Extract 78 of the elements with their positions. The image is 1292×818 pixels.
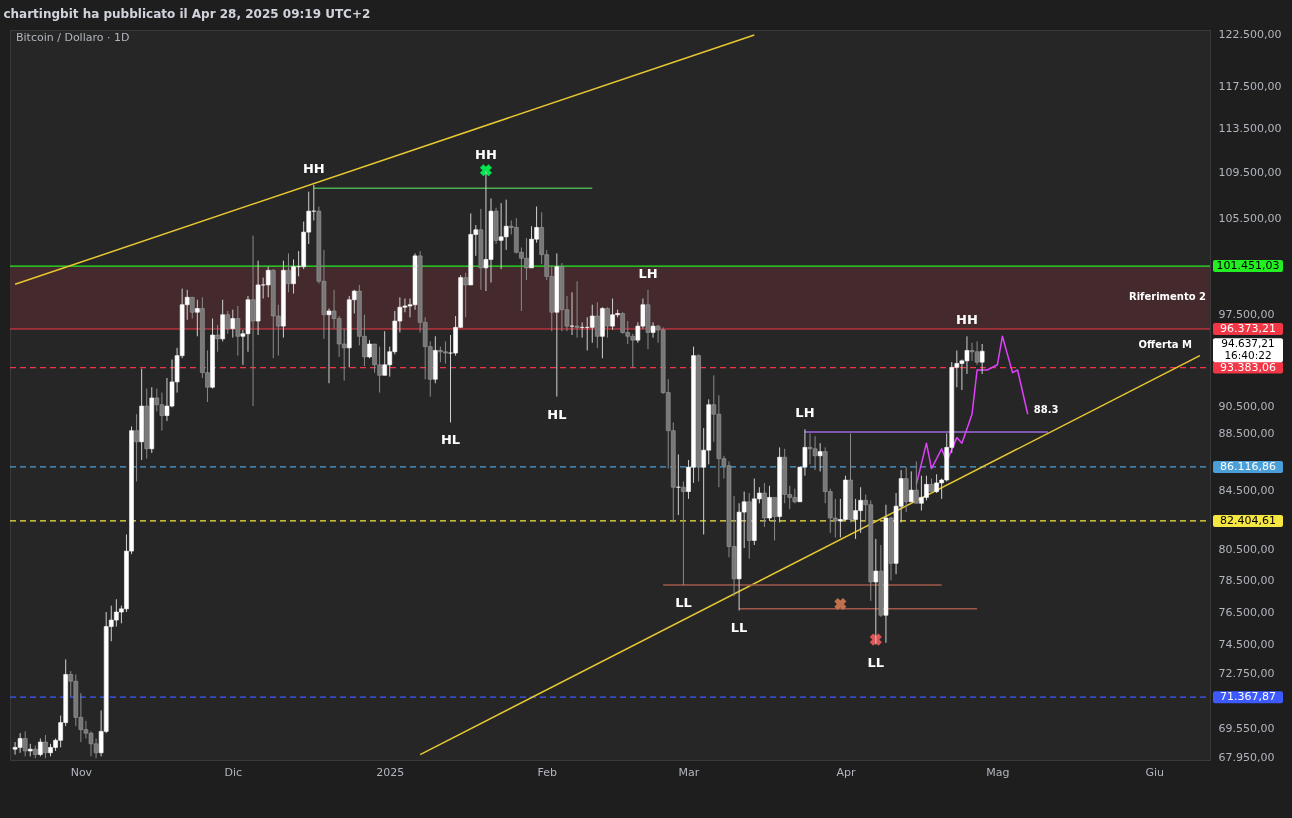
ref-line-label: 86.116,86 [1220, 459, 1276, 473]
band-label: Riferimento 2 [1128, 291, 1207, 303]
x-tick-label: Giu [1145, 765, 1165, 779]
x-tick-label: Dic [224, 765, 243, 779]
y-tick-label: 78.500,00 [1218, 573, 1275, 587]
y-tick-label: 69.550,00 [1218, 722, 1275, 736]
annotation: HH [475, 147, 497, 163]
candlestick [235, 305, 241, 357]
candlestick [250, 235, 256, 407]
candlestick [265, 266, 271, 298]
candlestick [873, 538, 879, 645]
y-tick-label: 122.500,00 [1218, 28, 1282, 42]
annotation: LL [675, 595, 692, 611]
x-tick-label: Apr [836, 765, 856, 779]
y-tick-label: 109.500,00 [1218, 165, 1282, 179]
series-label: Offerta M [1138, 338, 1192, 350]
y-tick-label: 117.500,00 [1218, 79, 1282, 93]
ref-line-label: 82.404,61 [1220, 513, 1276, 527]
y-tick-label: 113.500,00 [1218, 122, 1282, 136]
y-tick-label: 84.500,00 [1218, 483, 1275, 497]
candlestick [589, 304, 595, 344]
annotation: LH [638, 265, 658, 281]
ref-line-label: 93.383,06 [1220, 360, 1276, 374]
annotation: LL [730, 620, 748, 636]
candlestick [605, 306, 610, 339]
series-label: 88.3 [1033, 404, 1059, 416]
y-tick-label: 90.500,00 [1218, 399, 1275, 413]
candlestick [230, 309, 236, 339]
candlestick [189, 296, 195, 320]
annotation: HH [302, 160, 325, 176]
y-tick-label: 74.500,00 [1218, 638, 1275, 651]
point [834, 597, 847, 611]
y-tick-label: 72.750,00 [1218, 667, 1275, 681]
candlestick [767, 485, 772, 522]
candlestick [326, 307, 332, 384]
candlestick [817, 442, 823, 472]
x-tick-label: Feb [537, 765, 557, 779]
candlestick [681, 480, 686, 586]
candlestick [979, 343, 985, 375]
ref-line-label: 101.451,03 [1216, 259, 1280, 273]
x-tick-label: Mag [986, 765, 1010, 779]
candlestick [134, 413, 139, 482]
y-tick-label: 80.500,00 [1218, 543, 1275, 557]
point [869, 633, 882, 646]
chart-subtitle: Bitcoin / Dollaro · 1D [16, 31, 130, 44]
candlestick [595, 301, 600, 349]
ref-line-label: 96.373,21 [1220, 321, 1276, 335]
candlestick [286, 252, 291, 293]
x-tick-label: Nov [70, 765, 93, 779]
annotation: LL [867, 654, 885, 670]
y-tick-label: 67.950,00 [1218, 750, 1275, 764]
y-tick-label: 97.500,00 [1218, 308, 1275, 322]
candlestick [225, 310, 231, 335]
candlestick [569, 291, 575, 336]
candlestick [463, 272, 468, 318]
annotation: HL [440, 432, 461, 448]
candlestick [914, 460, 919, 504]
candlestick [22, 730, 28, 757]
y-tick-label: 88.500,00 [1218, 426, 1275, 440]
line-series [915, 335, 1029, 486]
ref-line-label: 71.367,87 [1220, 690, 1276, 704]
annotation: HH [956, 312, 978, 328]
annotation: HL [547, 406, 567, 422]
annotation: LH [795, 405, 815, 421]
candlestick [772, 496, 777, 541]
text: 94.637,21 16:40:22 [1221, 337, 1275, 361]
candlestick [908, 470, 914, 503]
candlestick [195, 299, 200, 337]
candlestick [43, 734, 48, 759]
candlestick [650, 321, 656, 339]
x-tick-label: 2025 [376, 765, 405, 779]
candlestick [903, 466, 909, 513]
candlestick [215, 324, 220, 353]
y-tick-label: 105.500,00 [1218, 211, 1282, 225]
candlestick [574, 280, 580, 339]
y-tick-label: 76.500,00 [1218, 605, 1275, 619]
chart-title: chartingbit ha pubblicato il Apr 28, 2025 09:19 UTC+2 [3, 6, 371, 21]
x-tick-label: Mar [678, 765, 700, 779]
